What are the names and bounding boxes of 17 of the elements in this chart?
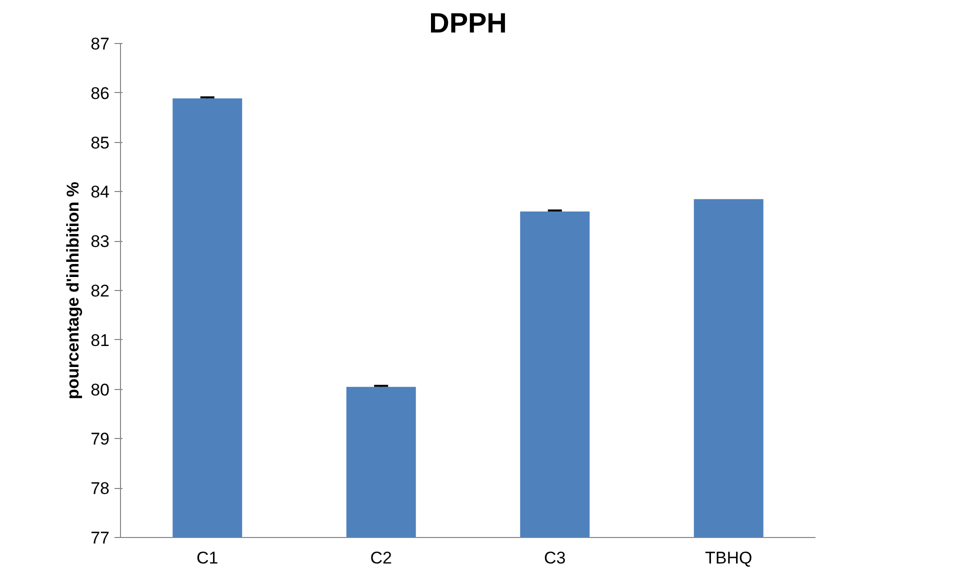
y-tick-label: 85 (90, 133, 110, 152)
x-tick-label: C2 (370, 548, 392, 568)
x-tick-label: C3 (544, 548, 566, 568)
y-tick-label: 84 (90, 182, 110, 202)
y-tick-label: 80 (90, 380, 110, 400)
y-tick-label: 83 (90, 232, 110, 252)
y-tick-label: 87 (90, 34, 110, 54)
y-tick-label: 77 (90, 528, 110, 548)
y-tick-label: 86 (90, 84, 110, 103)
y-tick-label: 79 (90, 430, 110, 449)
y-tick-label: 78 (90, 479, 110, 498)
y-axis-title: pourcentage d'inhibition % (64, 182, 83, 400)
x-tick-label: TBHQ (705, 548, 752, 568)
x-tick-label: C1 (196, 548, 218, 568)
y-tick-label: 82 (90, 282, 110, 300)
y-tick-label: 81 (90, 330, 110, 350)
chart-title: DPPH (429, 8, 507, 38)
